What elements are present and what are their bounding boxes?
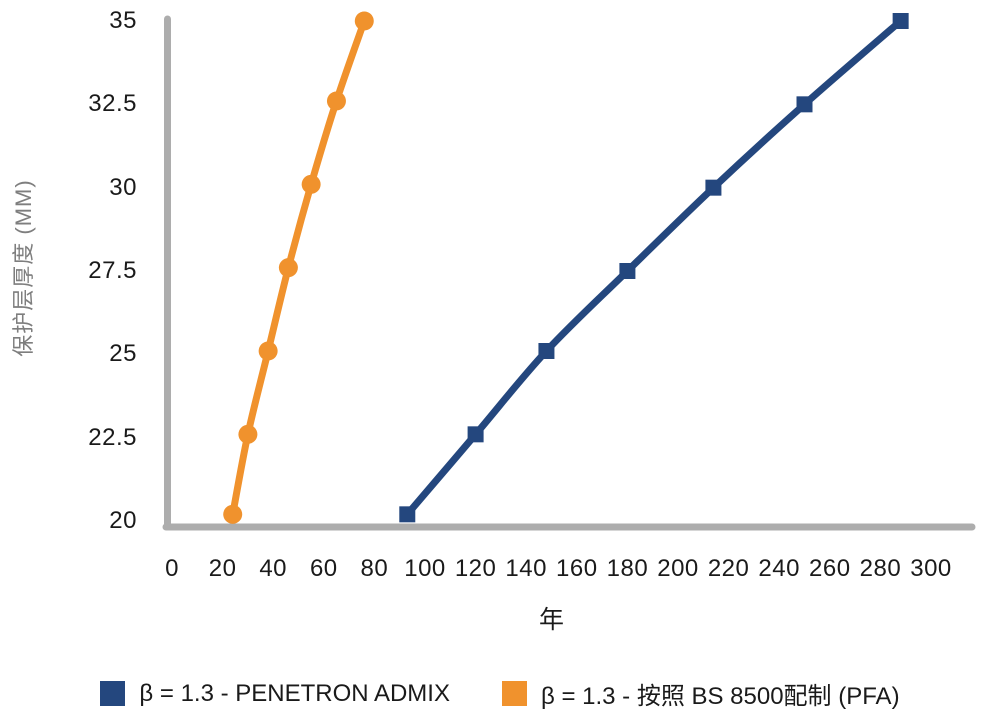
x-tick-label: 260 [809, 555, 851, 582]
x-tick-label: 180 [606, 555, 649, 582]
legend-swatch-orange-icon [501, 681, 527, 706]
legend-label-penetron-admix: β = 1.3 - PENETRON ADMIX [139, 679, 450, 707]
data-point-circle [326, 91, 346, 111]
y-tick-label: 35 [109, 7, 137, 34]
data-point-square [705, 179, 722, 196]
x-tick-label: 220 [707, 555, 750, 582]
y-axis-title: 保护层厚度 (MM) [11, 179, 36, 357]
data-point-circle [278, 258, 298, 278]
x-tick-label: 80 [360, 555, 389, 582]
x-tick-label: 20 [208, 555, 237, 582]
x-tick-label: 160 [556, 555, 598, 582]
x-tick-label: 120 [454, 555, 497, 582]
legend-item-penetron-admix: β = 1.3 - PENETRON ADMIX [100, 680, 450, 708]
y-tick-label: 27.5 [88, 257, 137, 284]
y-tick-label: 22.5 [88, 423, 137, 451]
plot-area [162, 11, 976, 531]
data-point-circle [238, 424, 258, 444]
data-point-circle [354, 11, 374, 31]
data-point-square [399, 506, 416, 523]
data-point-circle [258, 341, 278, 361]
x-tick-label: 200 [657, 555, 699, 582]
data-point-square [467, 426, 484, 443]
x-tick-label: 300 [910, 555, 952, 582]
data-point-circle [223, 504, 243, 524]
x-tick-label: 100 [404, 555, 446, 582]
legend-item-bs8500-pfa: β = 1.3 - 按照 BS 8500配制 (PFA) [501, 676, 900, 711]
x-tick-label: 280 [859, 555, 902, 582]
x-tick-label: 0 [165, 555, 179, 582]
data-point-square [892, 13, 909, 29]
x-tick-label: 240 [758, 555, 800, 582]
x-tick-label: 40 [259, 555, 288, 582]
y-tick-label: 32.5 [88, 90, 137, 118]
legend: β = 1.3 - PENETRON ADMIX β = 1.3 - 按照 BS… [0, 676, 1000, 711]
data-point-square [538, 343, 555, 359]
legend-label-bs8500-pfa: β = 1.3 - 按照 BS 8500配制 (PFA) [540, 683, 900, 710]
data-point-square [619, 263, 636, 279]
data-point-circle [301, 174, 321, 194]
x-tick-label: 60 [309, 555, 338, 582]
x-axis-title: 年 [538, 606, 564, 634]
y-tick-label: 30 [109, 173, 137, 201]
legend-swatch-blue-icon [100, 681, 126, 706]
y-tick-label: 20 [109, 507, 137, 534]
x-tick-label: 140 [505, 555, 547, 582]
y-tick-label: 25 [109, 340, 137, 368]
data-point-square [796, 96, 813, 113]
